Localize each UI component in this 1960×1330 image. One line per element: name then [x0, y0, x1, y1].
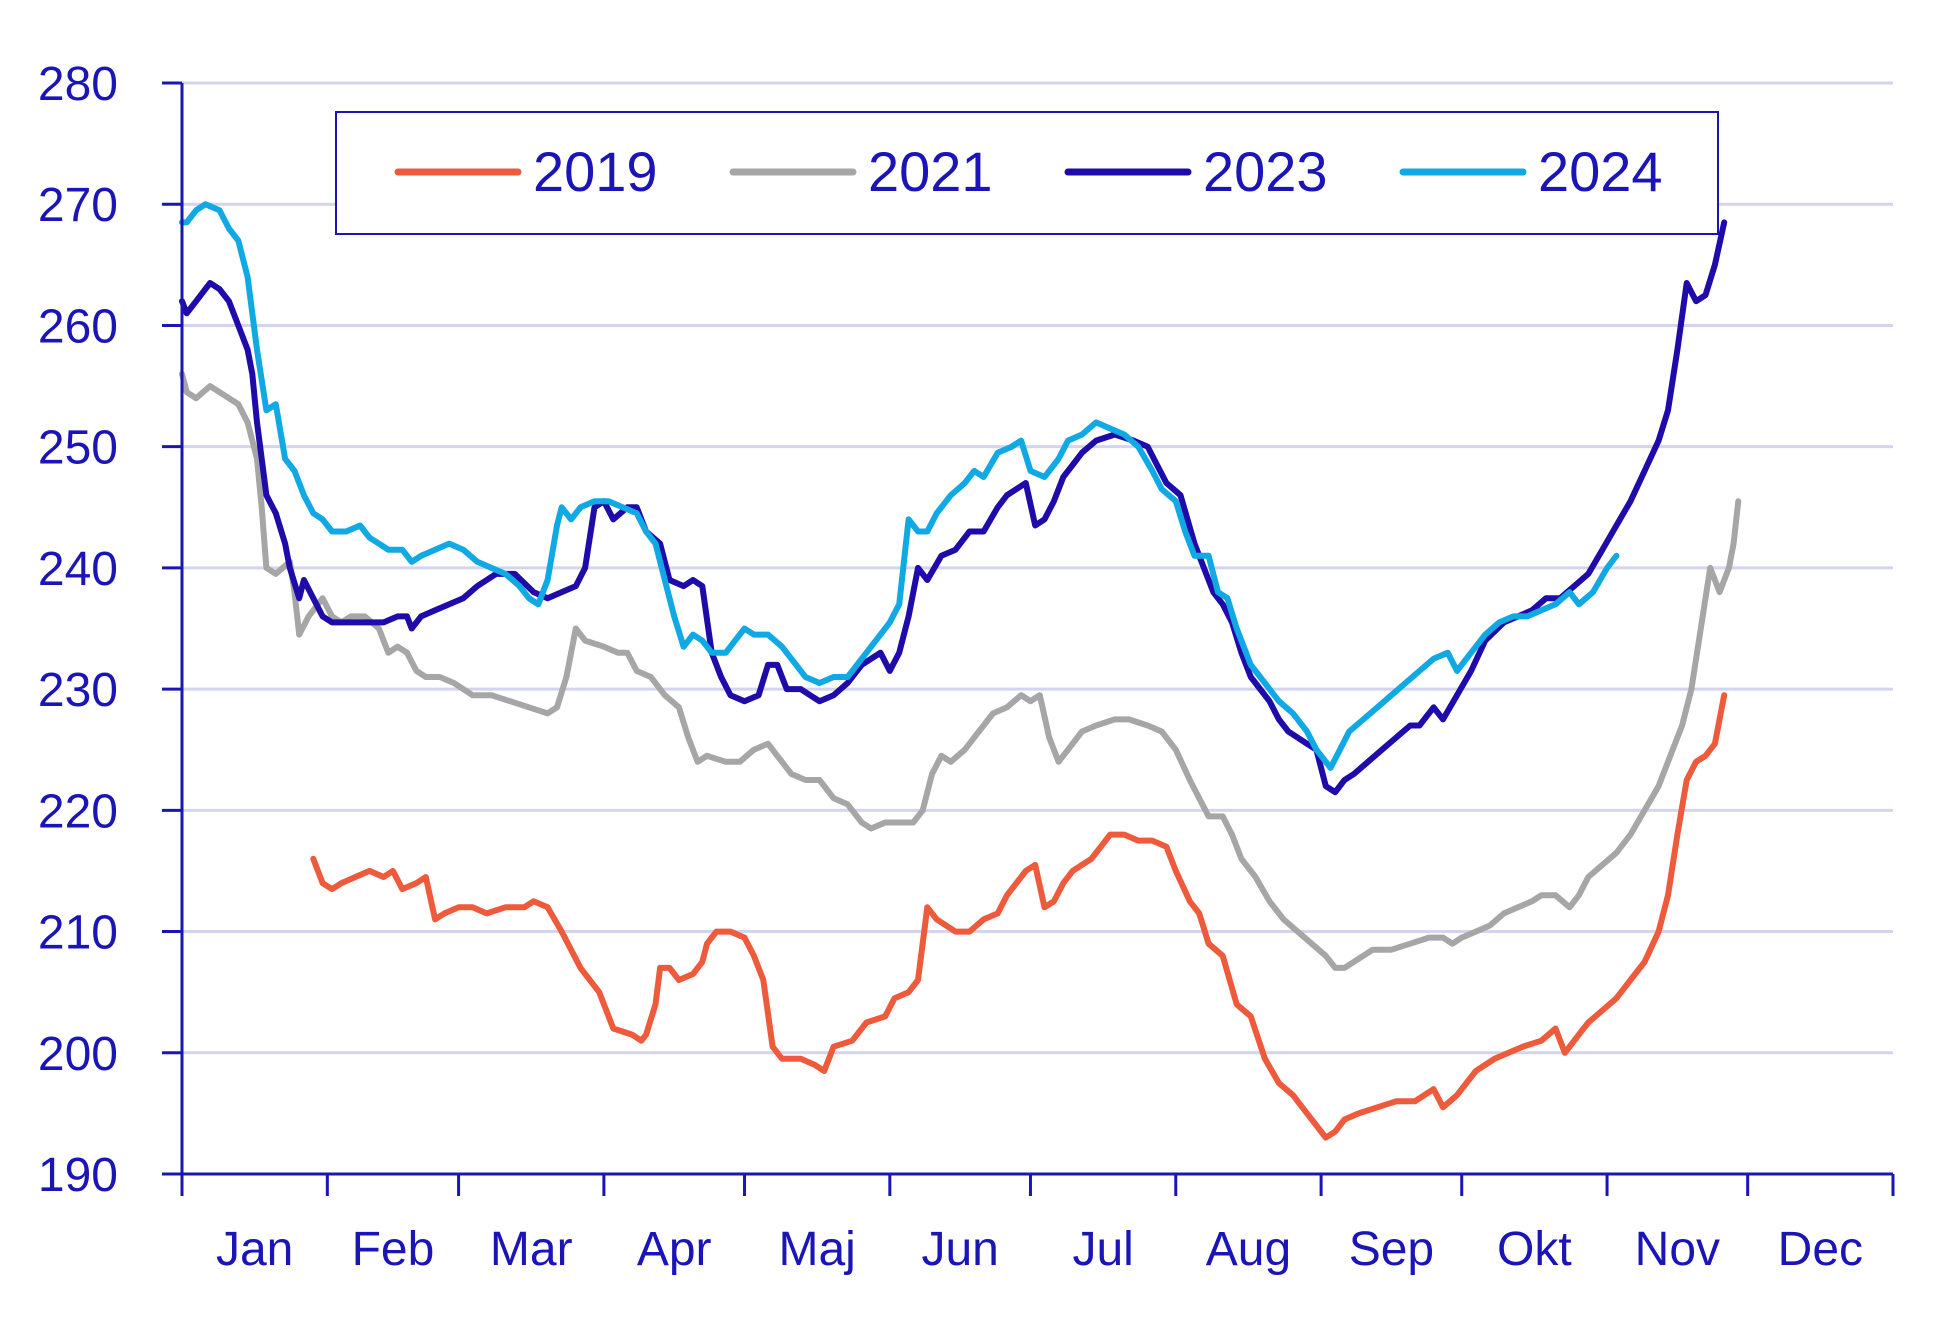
y-tick-label-200: 200: [38, 1028, 118, 1081]
legend-label-2024: 2024: [1538, 140, 1663, 203]
legend-label-2021: 2021: [868, 140, 993, 203]
y-tick-label-280: 280: [38, 58, 118, 111]
x-tick-label-mar: Mar: [490, 1223, 573, 1276]
y-tick-label-230: 230: [38, 664, 118, 717]
y-tick-label-240: 240: [38, 543, 118, 596]
x-tick-label-okt: Okt: [1497, 1223, 1572, 1276]
x-tick-label-jun: Jun: [921, 1223, 998, 1276]
x-tick-label-jul: Jul: [1072, 1223, 1133, 1276]
x-tick-label-sep: Sep: [1349, 1223, 1434, 1276]
y-tick-label-260: 260: [38, 300, 118, 353]
x-tick-label-nov: Nov: [1635, 1223, 1720, 1276]
y-tick-label-250: 250: [38, 422, 118, 475]
x-tick-label-dec: Dec: [1778, 1223, 1863, 1276]
y-tick-label-210: 210: [38, 907, 118, 960]
y-tick-label-270: 270: [38, 179, 118, 232]
y-tick-label-220: 220: [38, 785, 118, 838]
series-line-2023: [179, 219, 1728, 796]
x-tick-label-maj: Maj: [779, 1223, 856, 1276]
x-tick-label-feb: Feb: [352, 1223, 435, 1276]
series-lines: [179, 201, 1742, 1141]
legend: 2019 2021 2023 2024: [335, 111, 1719, 235]
axes: 190 200 210 220 230 240 250 260 270 280 Jan Feb Mar A…: [38, 58, 1895, 1276]
x-tick-label-apr: Apr: [637, 1223, 712, 1276]
x-tick-label-jan: Jan: [216, 1223, 293, 1276]
x-tick-label-aug: Aug: [1206, 1223, 1291, 1276]
series-line-2019: [310, 692, 1728, 1141]
series-line-2021: [179, 370, 1742, 971]
legend-label-2019: 2019: [533, 140, 658, 203]
series-line-2024: [179, 201, 1620, 771]
y-tick-label-190: 190: [38, 1149, 118, 1202]
legend-label-2023: 2023: [1203, 140, 1328, 203]
